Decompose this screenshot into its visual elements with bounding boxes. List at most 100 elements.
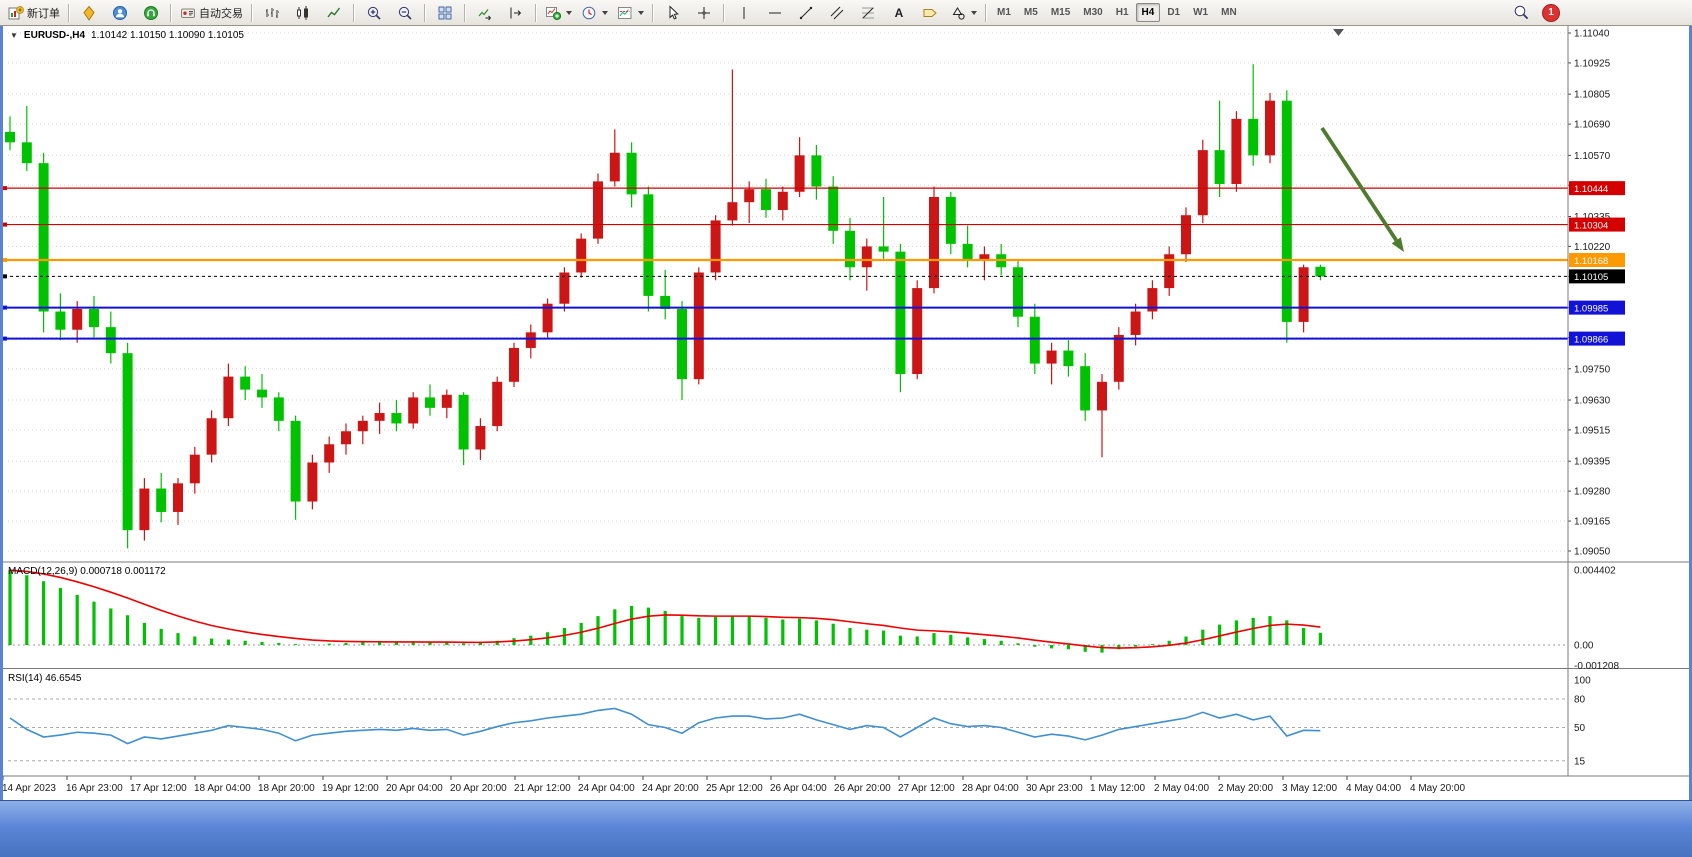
channel-icon (830, 6, 844, 19)
candle (240, 376, 251, 390)
profile-button[interactable] (105, 2, 135, 24)
toolbar-separator (985, 3, 987, 22)
time-tick-label: 18 Apr 04:00 (194, 783, 251, 794)
taskbar (0, 800, 1692, 857)
timeframe-button-d1[interactable]: D1 (1167, 7, 1181, 18)
timeframe-button-w1[interactable]: W1 (1193, 7, 1209, 18)
zoom-in-button[interactable] (359, 2, 389, 24)
candle (1130, 311, 1141, 335)
candle (156, 488, 167, 512)
trendline-tool-button[interactable] (791, 2, 821, 24)
headset-icon (144, 5, 158, 20)
candle (492, 381, 503, 427)
line-left-marker (1, 186, 7, 191)
candle (408, 397, 419, 424)
tile-windows-button[interactable] (430, 2, 460, 24)
fibonacci-tool-button[interactable] (853, 2, 883, 24)
dropdown-caret-icon (971, 10, 977, 15)
autotrade-button[interactable]: 自动交易 (176, 2, 247, 24)
support-button[interactable] (136, 2, 166, 24)
text-tool-icon: A (894, 5, 904, 20)
price-tick-label: 1.09515 (1574, 425, 1611, 436)
candlestick-chart-button[interactable] (288, 2, 318, 24)
timeframe-button-h4[interactable]: H4 (1135, 3, 1161, 22)
line-left-marker (1, 274, 7, 279)
price-tick-label: 1.10690 (1574, 120, 1611, 131)
candle (979, 254, 990, 260)
trend-arrow[interactable] (1320, 126, 1398, 242)
ohlc-quote: 1.10142 1.10150 1.10090 1.10105 (91, 30, 244, 41)
time-tick-label: 18 Apr 20:00 (258, 783, 315, 794)
trendline-icon (799, 6, 813, 19)
candle (341, 431, 351, 445)
templates-button[interactable] (613, 2, 648, 24)
candle (374, 413, 385, 421)
line-left-marker (1, 222, 7, 227)
symbol-dropdown-marker-icon[interactable]: ▼ (10, 31, 18, 40)
candle (660, 295, 671, 309)
line-chart-button[interactable] (319, 2, 349, 24)
candle (1046, 350, 1057, 364)
bar-chart-button[interactable] (257, 2, 287, 24)
shapes-tool-button[interactable] (946, 2, 981, 24)
timeframe-button-mn[interactable]: MN (1221, 7, 1237, 18)
timeframe-button-h1[interactable]: H1 (1115, 7, 1129, 18)
crosshair-button[interactable] (689, 2, 719, 24)
periods-button[interactable] (577, 2, 612, 24)
channel-tool-button[interactable] (822, 2, 852, 24)
price-tick-label: 1.09630 (1574, 396, 1611, 407)
price-tick-label: 1.10925 (1574, 58, 1611, 69)
chart-shift-icon (510, 7, 521, 18)
candle (1113, 334, 1124, 382)
time-tick-label: 26 Apr 20:00 (834, 783, 891, 794)
candle (1013, 267, 1023, 317)
text-tool-button[interactable]: A (884, 2, 914, 24)
notification-badge[interactable]: 1 (1542, 3, 1560, 22)
cursor-button[interactable] (658, 2, 688, 24)
candle (929, 196, 939, 289)
candle (21, 142, 32, 164)
price-line-label-box (1569, 331, 1625, 346)
timeframe-button-m15[interactable]: M15 (1050, 7, 1071, 18)
dropdown-caret-icon (638, 10, 644, 15)
auto-scroll-button[interactable] (470, 2, 500, 24)
vertical-line-tool-button[interactable] (729, 2, 759, 24)
timeframe-button-m1[interactable]: M1 (997, 7, 1011, 18)
candle (643, 194, 654, 296)
price-line-label: 1.09866 (1574, 334, 1608, 345)
timeframe-button-m30[interactable]: M30 (1083, 7, 1103, 18)
horizontal-line-tool-button[interactable] (760, 2, 790, 24)
price-tick-label: 1.10335 (1574, 212, 1611, 223)
timeframe-button-m5[interactable]: M5 (1023, 7, 1038, 18)
candle (962, 243, 973, 260)
new-order-label: 新订单 (27, 7, 60, 20)
fibonacci-icon (862, 7, 874, 18)
candle (257, 389, 267, 398)
label-tool-button[interactable] (915, 2, 945, 24)
candle (845, 230, 855, 268)
zoom-out-button[interactable] (390, 2, 420, 24)
candle (559, 272, 570, 304)
candle (945, 196, 956, 244)
toolbar-separator (652, 3, 654, 22)
price-tick-label: 1.09395 (1574, 457, 1611, 468)
launcher-button[interactable] (74, 2, 104, 24)
search-button[interactable] (1506, 2, 1536, 24)
indicators-button[interactable] (541, 2, 576, 24)
price-tick-label: 1.10570 (1574, 151, 1611, 162)
new-order-button[interactable]: 新订单 (4, 2, 64, 24)
shapes-icon (952, 6, 965, 20)
candle (693, 272, 704, 380)
candle (677, 308, 687, 380)
candle (1231, 118, 1242, 184)
chart-canvas[interactable]: 1.11040 1.10925 1.10805 1.10690 1.10570 1.104… (0, 26, 1692, 800)
rsi-line (9, 707, 1321, 745)
chart-shift-button[interactable] (501, 2, 531, 24)
autotrade-label: 自动交易 (199, 7, 243, 20)
price-tick-label: 1.10805 (1574, 90, 1611, 101)
candle (777, 191, 788, 211)
time-tick-label: 2 May 04:00 (1154, 783, 1209, 794)
candle (223, 376, 234, 419)
candle (139, 488, 150, 531)
tile-windows-icon (438, 6, 452, 19)
